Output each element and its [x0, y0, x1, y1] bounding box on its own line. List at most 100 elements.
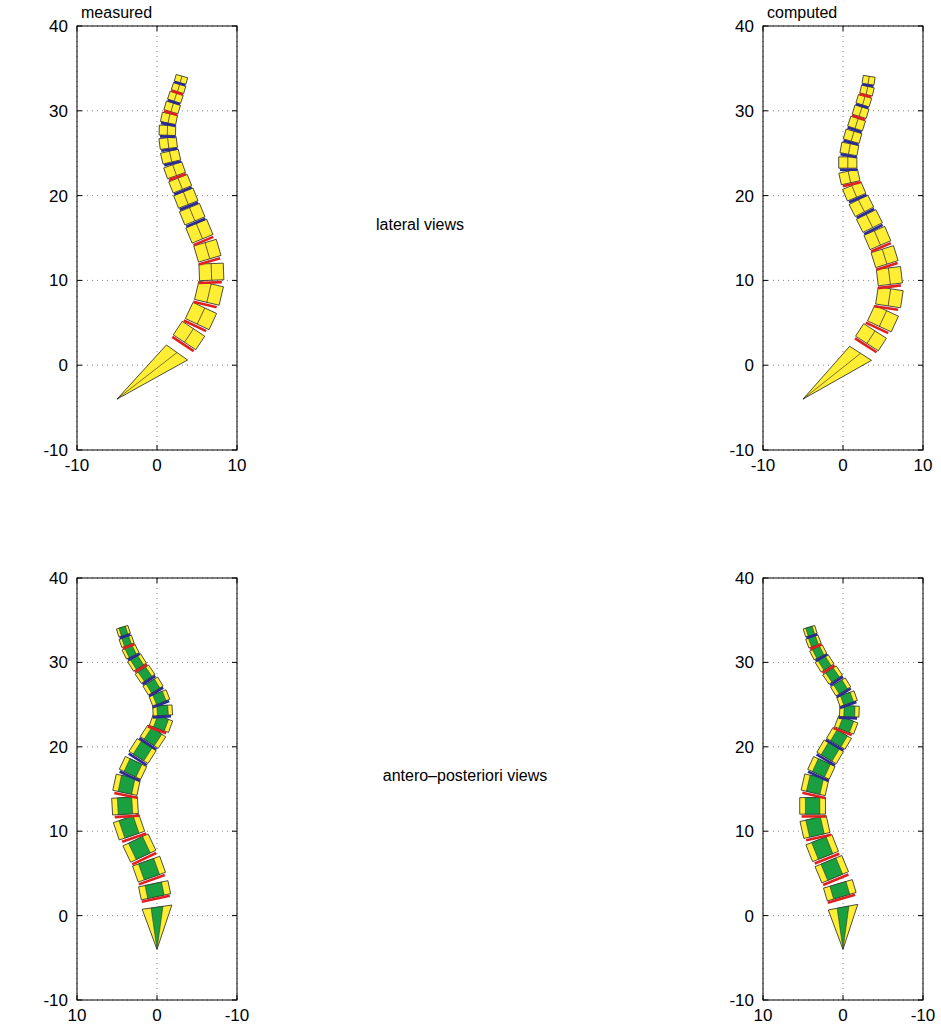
tick [763, 662, 768, 663]
tick [237, 995, 238, 1000]
tick [763, 26, 768, 27]
panel-title: measured [81, 4, 152, 21]
tick-label: 10 [735, 822, 754, 841]
tick-label: 20 [49, 738, 68, 757]
annotation: lateral views [376, 216, 464, 233]
vertebra-core [805, 798, 819, 815]
vertebra-divider [171, 103, 174, 112]
disc [866, 323, 889, 333]
disc [826, 740, 844, 750]
tick [763, 445, 764, 450]
vertebra [174, 74, 187, 84]
disc [876, 263, 897, 270]
panel-title: computed [767, 4, 837, 21]
sacrum [828, 904, 857, 949]
tick [77, 995, 78, 1000]
disc [823, 874, 848, 885]
tick [77, 26, 82, 27]
tick [918, 110, 923, 111]
tick [77, 280, 82, 281]
tick [232, 365, 237, 366]
vertebra [868, 305, 899, 332]
grid-line [77, 831, 237, 832]
disc [171, 91, 183, 95]
tick [763, 746, 768, 747]
vertebra [119, 635, 134, 647]
disc [129, 754, 147, 766]
disc [168, 100, 180, 104]
spine [117, 74, 224, 399]
tick-label: 20 [735, 738, 754, 757]
disc [857, 209, 875, 218]
tick [763, 578, 768, 579]
vertebra-divider [205, 243, 210, 259]
tick [77, 26, 78, 31]
plot-area [763, 26, 923, 450]
vertebra-divider [852, 186, 857, 198]
vertebra-body [199, 263, 224, 281]
vertebra-divider [863, 96, 866, 105]
sacrum-edge [117, 352, 177, 399]
vertebra [195, 281, 224, 305]
vertebra [185, 302, 216, 329]
disc [855, 338, 877, 352]
tick [157, 445, 158, 450]
grid-line [843, 26, 844, 450]
vertebra [806, 835, 839, 862]
vertebra [171, 82, 186, 93]
vertebra-body [174, 74, 187, 84]
tick [918, 450, 923, 451]
vertebra-divider [848, 144, 850, 154]
tick [763, 1000, 768, 1001]
spine [803, 75, 903, 399]
vertebra [815, 855, 848, 882]
tick-label: 40 [735, 17, 754, 36]
vertebra [876, 287, 904, 308]
vertebra-divider [848, 171, 851, 183]
tick [918, 662, 923, 663]
disc [817, 754, 835, 765]
grid-line [763, 195, 923, 196]
sacrum [117, 345, 188, 399]
sacrum [142, 905, 172, 949]
grid-line [763, 110, 923, 111]
tick-label: 0 [745, 907, 754, 926]
tick [232, 662, 237, 663]
vertebra-divider [858, 200, 864, 212]
vertebra-divider [180, 76, 182, 83]
tick [763, 831, 768, 832]
disc [143, 676, 156, 685]
disc [862, 84, 873, 86]
tick-label: 0 [152, 456, 161, 475]
disc [806, 635, 817, 638]
tick [77, 831, 82, 832]
disc [193, 302, 216, 308]
tick [763, 995, 764, 1000]
disc [139, 738, 156, 749]
tick-label: 0 [838, 456, 847, 475]
disc [864, 225, 882, 234]
tick-label: 0 [59, 356, 68, 375]
tick [77, 662, 82, 663]
vertebra-divider [211, 264, 213, 281]
tick-label: 0 [59, 907, 68, 926]
vertebra [123, 834, 156, 862]
vertebra-divider [847, 157, 848, 168]
panel: -10010-10010203040computed [729, 4, 932, 475]
disc [874, 306, 898, 310]
vertebra-divider [168, 114, 170, 123]
vertebra-body [112, 797, 139, 815]
vertebra-divider [874, 231, 880, 245]
disc [815, 854, 840, 864]
tick [237, 445, 238, 450]
disc [115, 816, 139, 817]
disc [142, 896, 170, 902]
vertebra-divider [167, 125, 168, 135]
vertebra [133, 856, 166, 882]
tick [237, 578, 238, 583]
tick-label: 0 [745, 356, 754, 375]
tick [77, 578, 82, 579]
tick [923, 26, 924, 31]
disc [843, 140, 858, 144]
tick-label: -10 [225, 1006, 250, 1025]
